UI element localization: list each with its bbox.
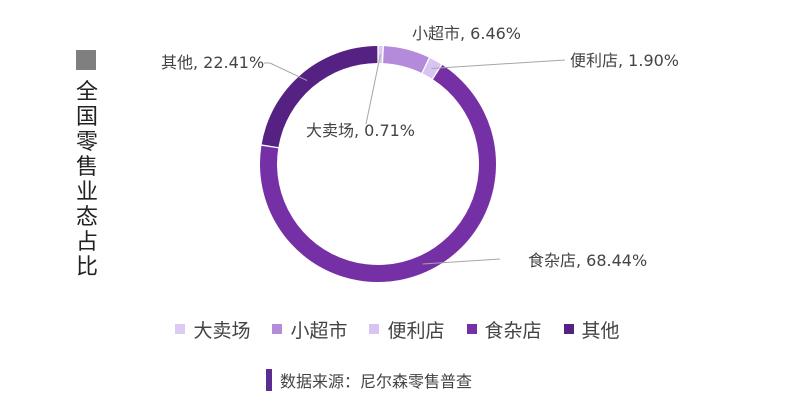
- chart-legend: 大卖场 小超市 便利店 食杂店 其他: [0, 316, 795, 342]
- legend-label: 小超市: [290, 319, 348, 342]
- legend-label: 大卖场: [193, 319, 251, 342]
- leader-line: [422, 258, 501, 265]
- data-label: 大卖场, 0.71%: [306, 121, 415, 140]
- leader-line: [431, 59, 566, 69]
- legend-swatch: [563, 324, 574, 334]
- legend-swatch: [369, 324, 380, 334]
- leader-line: [365, 54, 381, 125]
- leader-line: [264, 62, 308, 82]
- data-label: 其他, 22.41%: [161, 53, 264, 72]
- legend-item: 食杂店: [466, 316, 542, 343]
- legend-label: 食杂店: [484, 319, 542, 342]
- source-text: 数据来源：尼尔森零售普查: [280, 372, 473, 391]
- title-marker-icon: [76, 50, 96, 70]
- legend-label: 便利店: [387, 319, 445, 342]
- chart-title: 全国零售业态占比: [75, 80, 98, 280]
- slice-其他: [261, 46, 378, 148]
- data-source: 数据来源：尼尔森零售普查: [266, 368, 472, 392]
- legend-swatch: [466, 324, 477, 334]
- legend-swatch: [272, 324, 283, 334]
- legend-label: 其他: [581, 319, 620, 342]
- source-marker-icon: [266, 369, 272, 391]
- legend-item: 其他: [563, 316, 620, 343]
- legend-item: 大卖场: [175, 316, 250, 343]
- data-label: 小超市, 6.46%: [412, 24, 521, 43]
- data-label: 便利店, 1.90%: [570, 51, 679, 70]
- legend-swatch: [175, 324, 186, 334]
- legend-item: 便利店: [369, 316, 445, 343]
- legend-item: 小超市: [272, 316, 347, 343]
- data-label: 食杂店, 68.44%: [528, 251, 647, 270]
- slice-小超市: [383, 46, 429, 73]
